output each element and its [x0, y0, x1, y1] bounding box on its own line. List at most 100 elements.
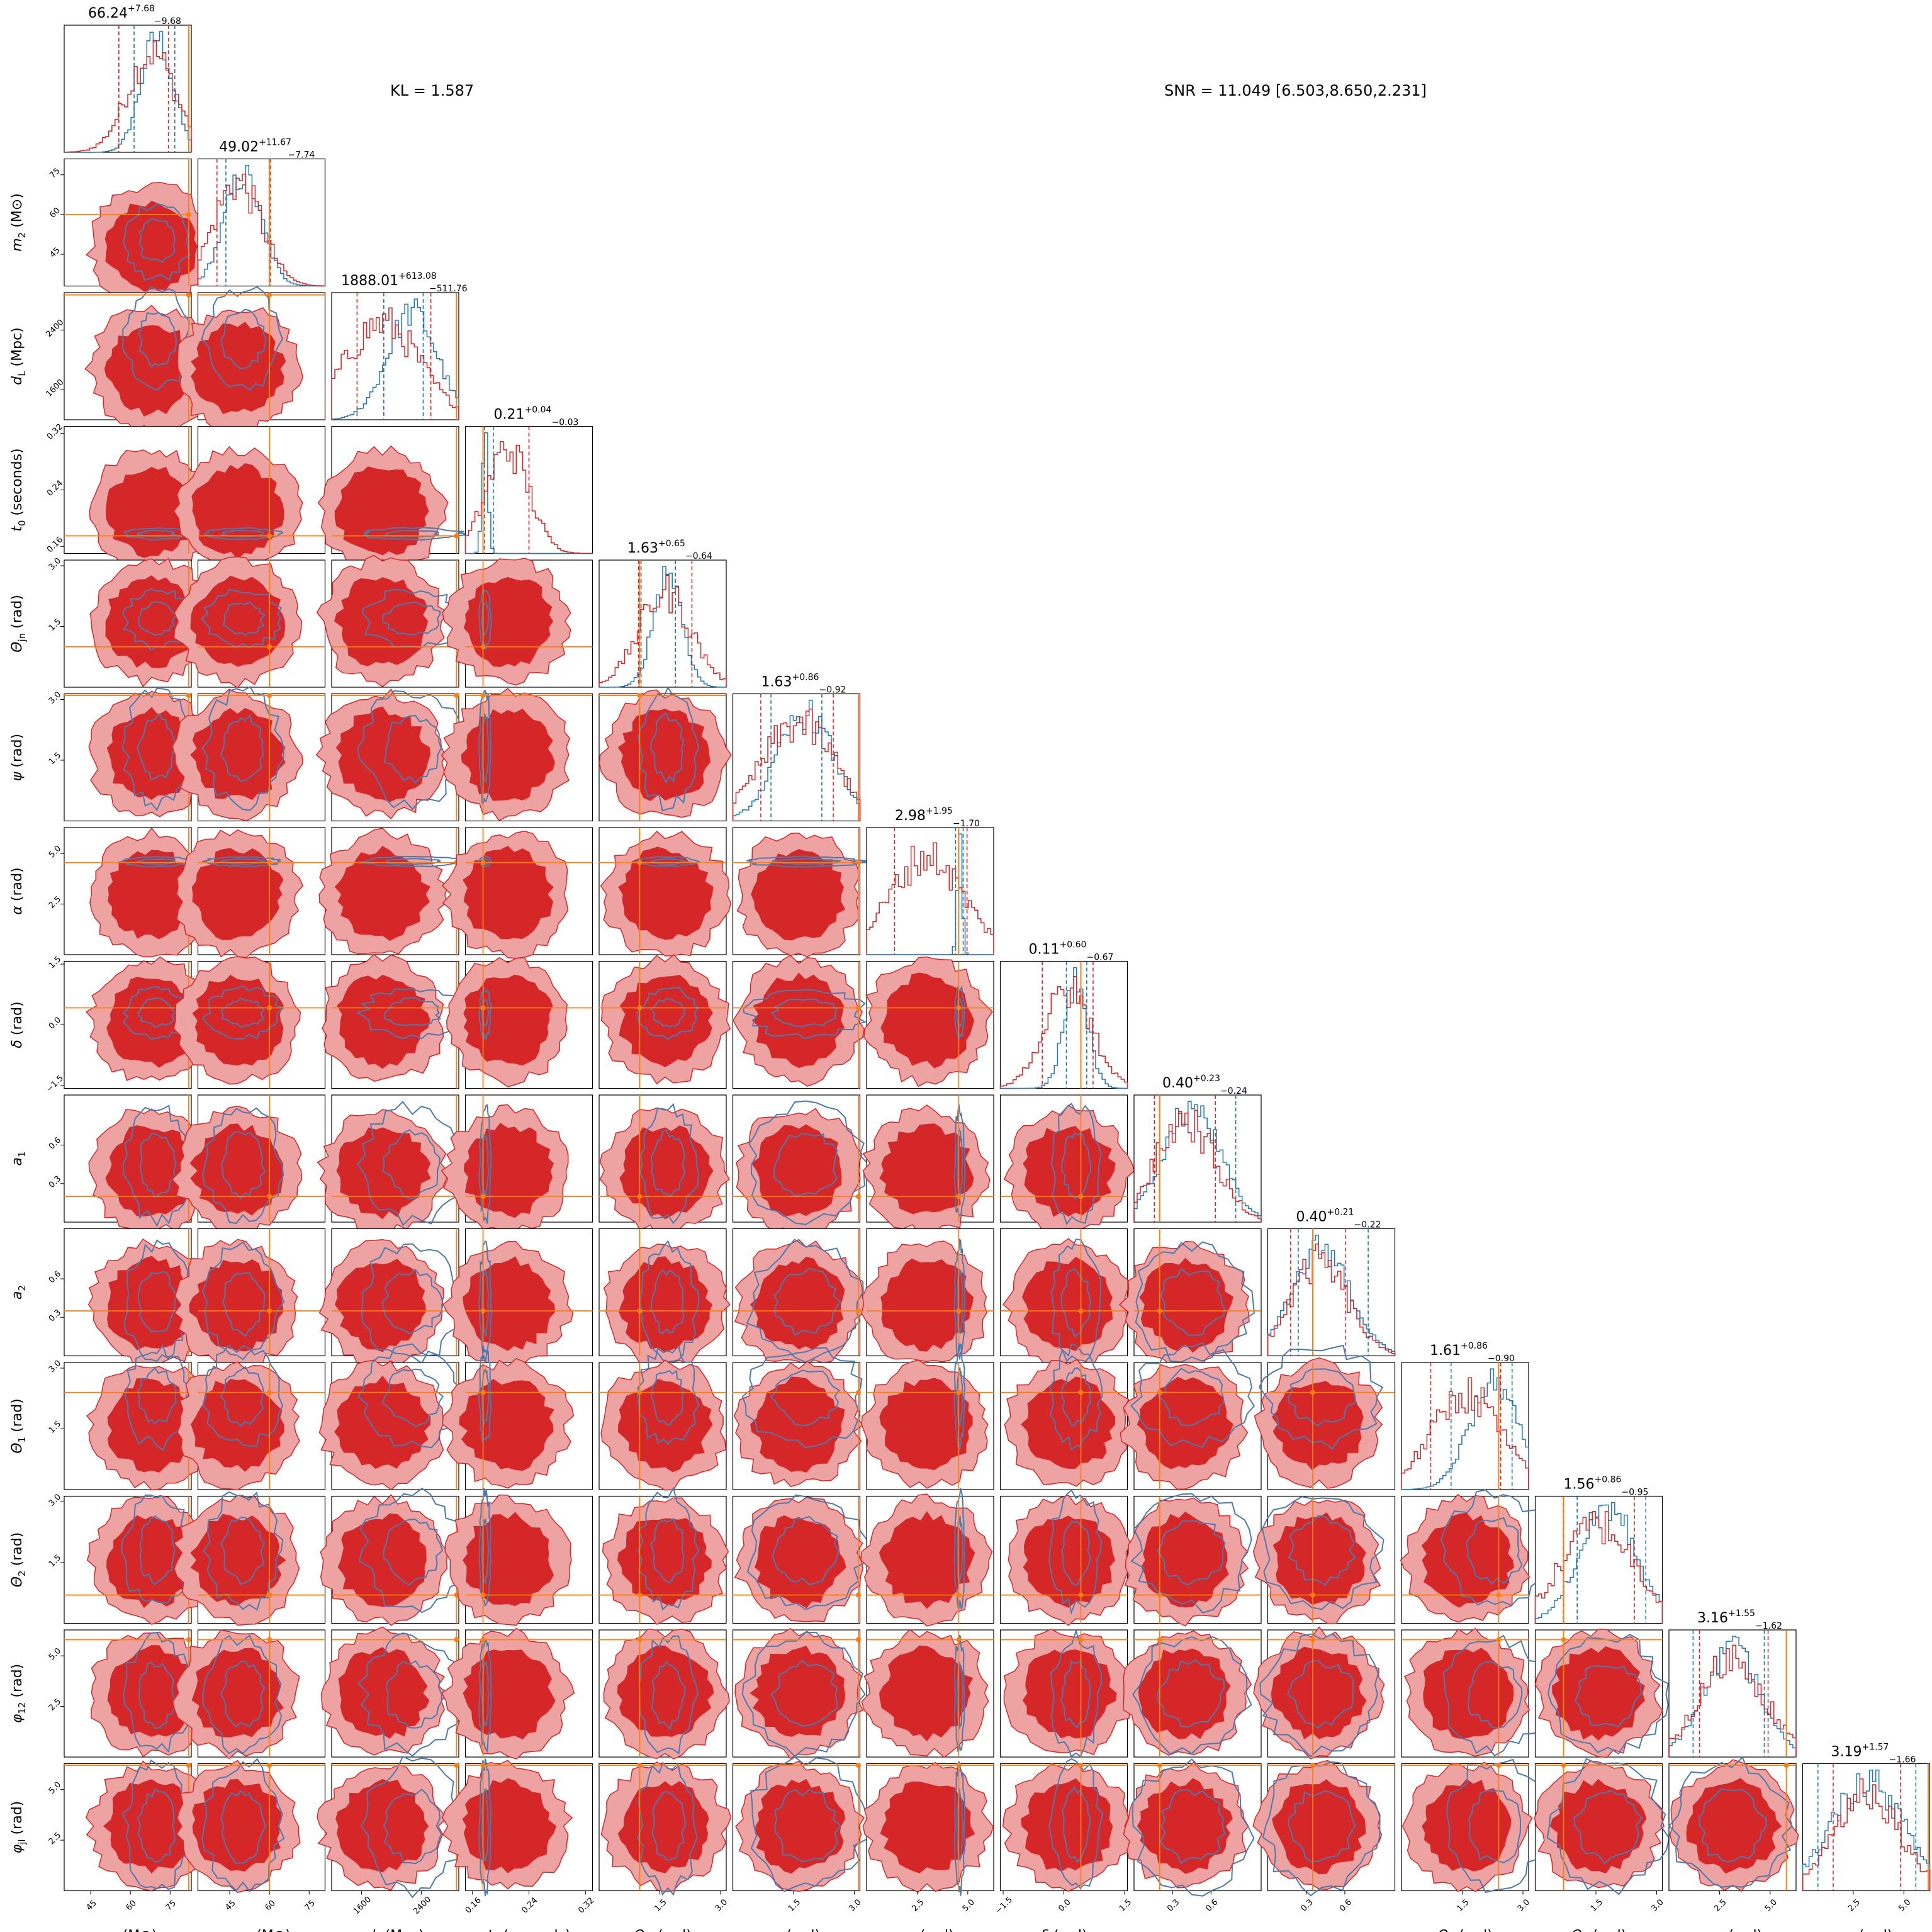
contour-panel-a2-jl — [1252, 1760, 1396, 1897]
contour-panel-a2-12 — [1253, 1626, 1396, 1760]
y-axis-label-p5: ψ (rad) — [9, 734, 25, 781]
x-tick-label: 1.5 — [1589, 1897, 1605, 1913]
y-tick-label: 1.5 — [47, 1419, 63, 1435]
red-contour-inner — [106, 977, 198, 1068]
y-tick-label: 1.5 — [47, 955, 63, 970]
blue-contour-inner — [1468, 1790, 1522, 1863]
blue-contour-inner — [651, 1661, 686, 1731]
injection-point — [637, 1005, 643, 1011]
contour-panel-m2-p6 — [176, 827, 326, 958]
blue-contour-outer — [1132, 1758, 1255, 1897]
hist-title: 0.21+0.04 — [494, 405, 552, 423]
blue-contour-outer — [953, 1343, 966, 1450]
contour-panel-p5-jl — [732, 1756, 869, 1895]
blue-histogram — [732, 699, 861, 821]
blue-contour-inner — [384, 715, 442, 784]
blue-contour-outer — [1048, 1343, 1103, 1451]
red-contour-inner — [104, 325, 198, 417]
injection-point — [637, 1592, 643, 1598]
y-tick-label: 5.0 — [47, 844, 63, 860]
blue-contour-outer — [202, 1634, 283, 1755]
blue-contour-inner — [956, 1128, 963, 1199]
hist-title: 1888.01+613.08 — [341, 271, 437, 289]
contour-panel-p5-12 — [732, 1627, 866, 1760]
red-contour-inner — [1271, 1646, 1367, 1740]
injection-point — [1310, 1763, 1315, 1768]
blue-contour-inner — [1061, 1132, 1092, 1199]
injection-point — [1078, 1637, 1084, 1643]
blue-contour-inner — [481, 712, 489, 783]
injection-point — [1157, 1308, 1162, 1314]
red-contour-inner — [463, 845, 554, 940]
blue-contour-outer — [478, 1345, 492, 1443]
red-contour-inner — [617, 1518, 712, 1607]
blue-contour-outer — [746, 1238, 864, 1363]
blue-contour-outer — [637, 686, 700, 812]
blue-contour-outer — [124, 1344, 193, 1451]
blue-contour-inner — [383, 997, 442, 1026]
blue-contour-inner — [137, 529, 177, 538]
x-tick-label: 3.0 — [1516, 1897, 1532, 1913]
blue-contour-inner — [649, 997, 686, 1028]
y-axis-label-a1: a1 — [9, 1151, 28, 1165]
blue-contour-inner — [649, 858, 687, 865]
blue-histogram — [1534, 1502, 1663, 1624]
red-contour-inner — [338, 1647, 430, 1739]
injection-point — [637, 693, 643, 699]
red-histogram — [1668, 1644, 1797, 1757]
injection-point — [267, 1194, 272, 1199]
red-contour-inner — [1022, 1649, 1117, 1739]
contour-panel-dL-2 — [320, 1487, 466, 1626]
blue-contour-inner — [139, 1515, 176, 1585]
blue-contour-inner — [1468, 1661, 1523, 1729]
contour-panel-m1-m2 — [60, 158, 218, 312]
blue-contour-inner — [381, 1368, 444, 1427]
x-axis-label-2: Θ2 (rad) — [1571, 1928, 1627, 1932]
hist-title-minus: −1.62 — [1755, 1621, 1782, 1631]
blue-contour-inner — [1160, 1267, 1225, 1336]
blue-contour-inner — [773, 1267, 842, 1336]
contour-panel-2-12 — [1534, 1629, 1669, 1758]
x-axis-label-m2: m2 (M⊙) — [232, 1928, 291, 1932]
blue-contour-inner — [221, 1131, 266, 1200]
blue-contour-inner — [481, 1269, 490, 1337]
contour-panel-m2-p7 — [173, 956, 326, 1089]
blue-contour-outer — [1048, 1489, 1102, 1615]
blue-contour-outer — [119, 855, 193, 868]
blue-contour-outer — [1668, 1756, 1793, 1888]
contour-panel-p5-p7 — [732, 954, 867, 1089]
contour-panel-m2-12 — [172, 1629, 326, 1760]
contour-panel-p7-12 — [999, 1628, 1132, 1758]
red-contour-inner — [191, 322, 286, 415]
red-contour-inner — [751, 972, 845, 1069]
y-axis-label-12: φ12 (rad) — [9, 1664, 28, 1723]
blue-contour-outer — [1440, 1489, 1548, 1606]
red-contour-inner — [617, 1781, 709, 1873]
contour-panel-p5-a1 — [732, 1094, 870, 1235]
x-axis-label-jn: Θjn (rad) — [634, 1928, 692, 1932]
contour-panel-t0-a1 — [441, 1094, 593, 1237]
injection-point — [454, 693, 459, 699]
red-contour-inner — [879, 1123, 974, 1215]
red-contour-inner — [879, 1378, 973, 1471]
blue-contour-outer — [636, 1761, 698, 1896]
blue-contour-inner — [136, 858, 177, 865]
blue-contour-inner — [772, 858, 842, 865]
injection-point — [480, 1005, 486, 1011]
injection-point — [855, 1763, 861, 1768]
red-contour-inner — [617, 709, 710, 801]
injection-point — [267, 860, 272, 865]
red-contour-inner — [462, 1256, 556, 1351]
injection-point — [1157, 1637, 1162, 1643]
injection-point — [1310, 1390, 1315, 1395]
hist-title-minus: −7.74 — [288, 150, 315, 160]
blue-contour-outer — [361, 588, 465, 649]
contour-panel-a2-1 — [1254, 1344, 1396, 1490]
y-tick-label: 3.0 — [47, 690, 63, 705]
red-histogram — [1534, 1510, 1663, 1624]
injection-point — [1561, 1763, 1566, 1768]
blue-contour-inner — [1156, 1520, 1226, 1586]
red-contour-inner — [334, 577, 429, 666]
blue-contour-inner — [770, 1369, 840, 1427]
